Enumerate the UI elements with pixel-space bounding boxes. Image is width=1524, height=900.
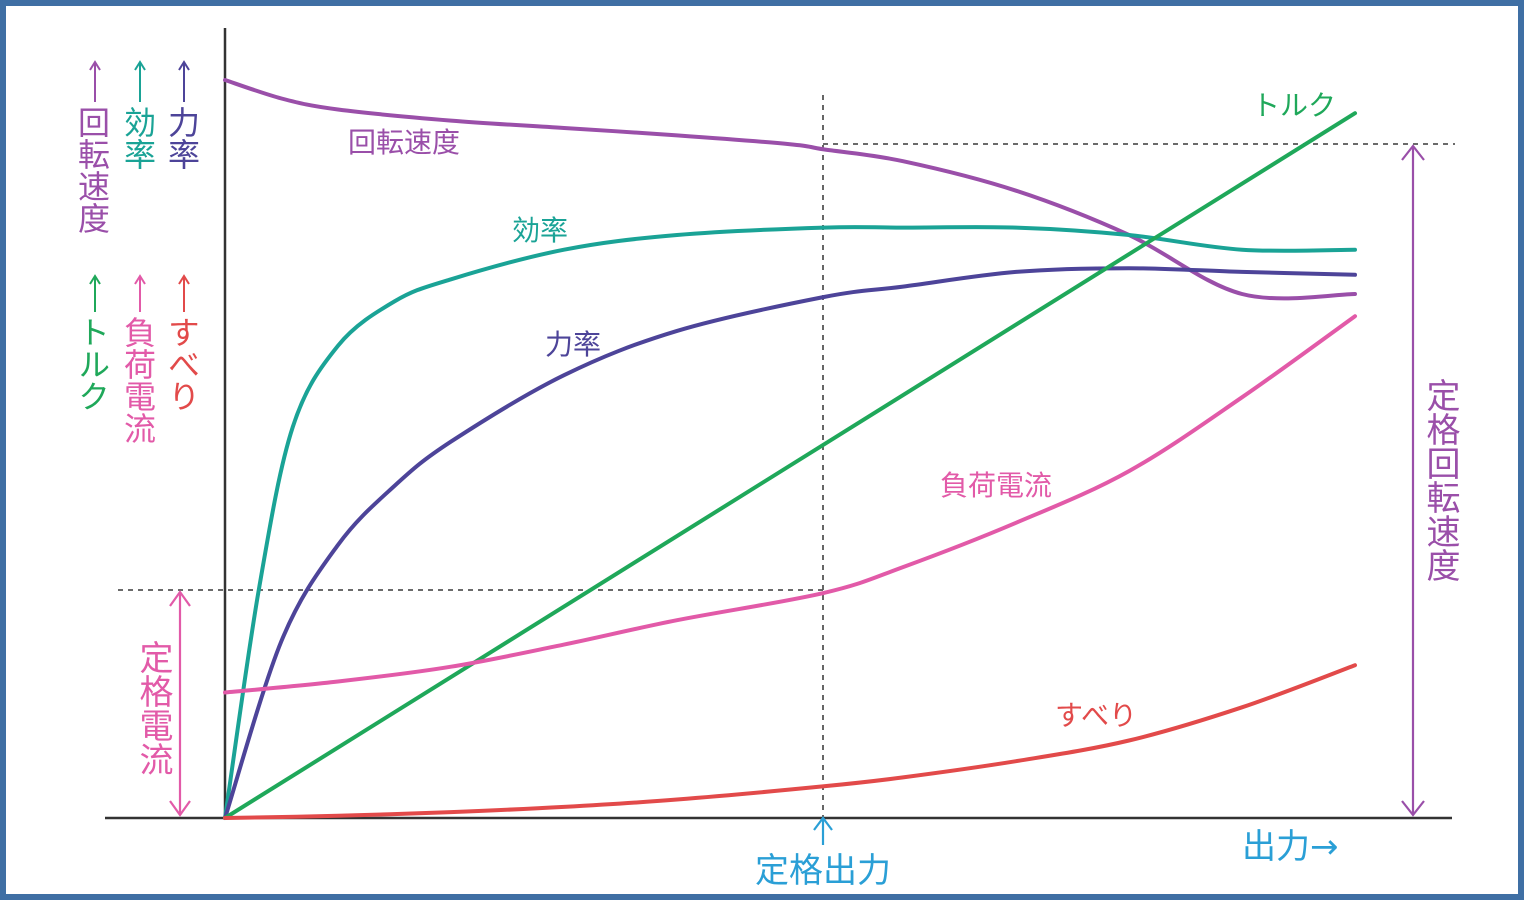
series-line-torque (223, 111, 1357, 820)
speed-curve-label: 回転速度 (348, 126, 460, 159)
left-power-factor-label: 力率 (163, 106, 201, 170)
slip-curve-label: すべり (1055, 699, 1137, 732)
series-line-speed (223, 78, 1357, 301)
rated-output-label: 定格出力 (755, 851, 891, 891)
series-line-efficiency (223, 225, 1357, 820)
load-current-curve-label: 負荷電流 (940, 469, 1052, 502)
series-group (223, 78, 1357, 820)
series-line-slip (223, 663, 1357, 820)
efficiency-curve-label: 効率 (512, 214, 568, 247)
output-axis-label: 出力→ (1242, 827, 1339, 867)
left-torque-label: トルク (73, 316, 111, 412)
rated-output-arrow (813, 816, 833, 845)
left-slip-label: すべり (163, 316, 201, 412)
rated-current-label: 定格電流 (133, 640, 173, 776)
power-factor-curve-label: 力率 (545, 328, 601, 361)
series-line-load_current (223, 314, 1357, 695)
rated-speed-arrow (1401, 144, 1425, 817)
left-bottom-label-group: トルク 負荷電流 すべり (73, 274, 201, 444)
rated-speed-label: 定格回転速度 (1420, 378, 1460, 582)
left-speed-label: 回転速度 (73, 106, 111, 234)
left-load-current-label: 負荷電流 (119, 316, 157, 444)
left-efficiency-label: 効率 (119, 106, 157, 170)
series-line-power_factor (223, 266, 1357, 820)
rated-current-arrow (169, 590, 191, 817)
torque-curve-label: トルク (1252, 89, 1336, 122)
left-top-label-group: 回転速度 効率 力率 (73, 60, 201, 234)
